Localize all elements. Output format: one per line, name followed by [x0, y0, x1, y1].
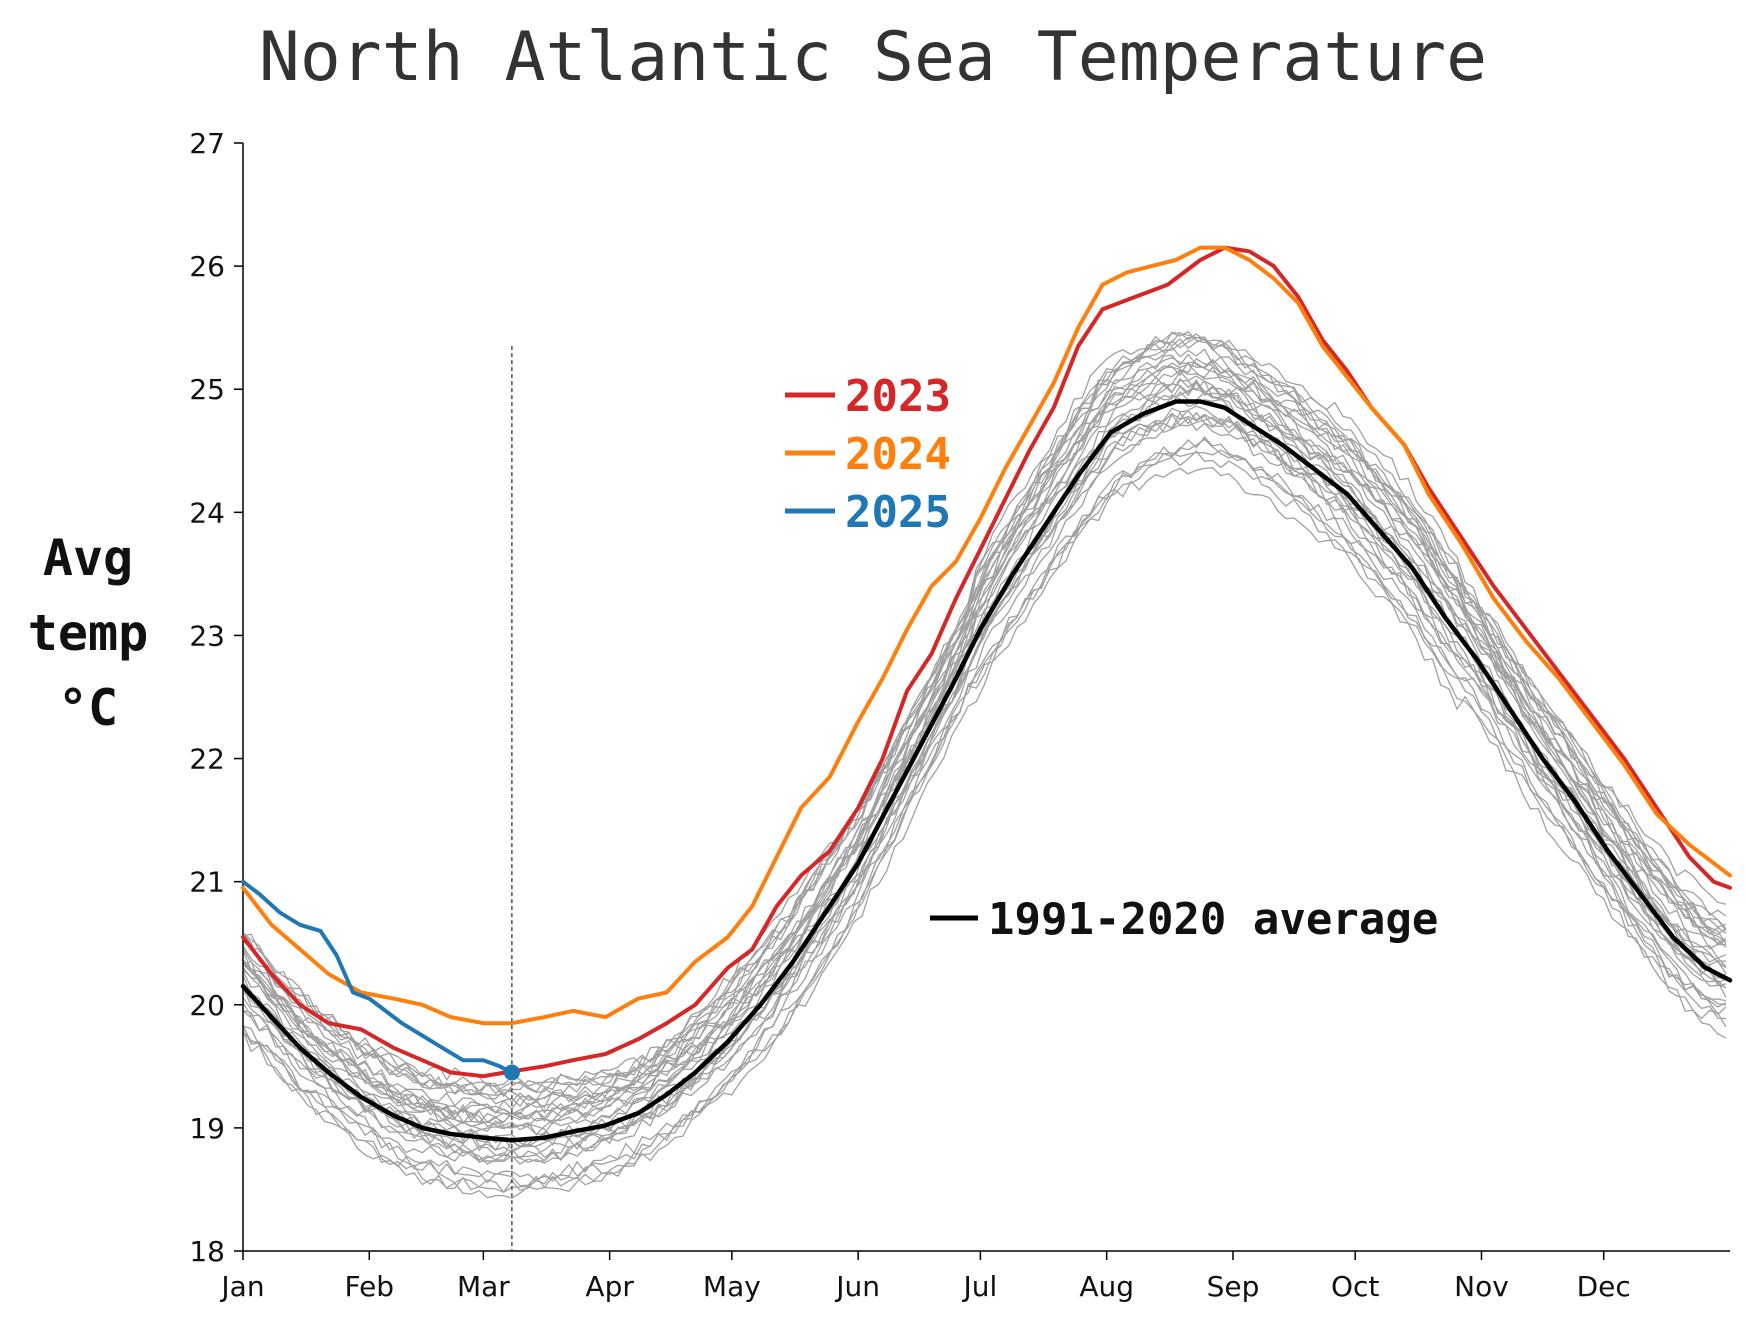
series-lines	[240, 245, 1733, 1143]
historical-year-line	[242, 407, 1727, 1148]
y-tick-label: 21	[189, 866, 225, 899]
x-tick-label: Oct	[1331, 1270, 1379, 1303]
y-tick-label: 27	[189, 127, 225, 160]
historical-year-line	[242, 467, 1727, 1199]
historical-year-line	[242, 346, 1727, 1095]
historical-year-line	[242, 405, 1727, 1164]
y-axis-label-line-3: °C	[58, 679, 118, 737]
chart-title: North Atlantic Sea Temperature	[259, 18, 1487, 97]
y-tick-label: 22	[189, 743, 225, 776]
historical-year-line	[242, 336, 1727, 1101]
y-tick-label: 18	[189, 1235, 225, 1268]
x-tick-label: Dec	[1577, 1270, 1631, 1303]
x-tick-label: Apr	[585, 1270, 634, 1303]
historical-year-line	[242, 365, 1727, 1115]
historical-year-line	[242, 436, 1727, 1189]
legend-label-2025: 2025	[845, 487, 951, 538]
x-tick-label: Feb	[345, 1270, 395, 1303]
historical-year-line	[242, 381, 1726, 1156]
x-tick-label: Jul	[961, 1270, 997, 1303]
series-2025-latest-point	[503, 1064, 520, 1081]
y-axis-label-line-2: temp	[28, 604, 148, 662]
historical-year-line	[242, 338, 1727, 1095]
series-line-2023	[241, 245, 1732, 1079]
historical-year-line	[242, 331, 1727, 1103]
axes: 18 19 20 21 22 23 24 25 26 27 Jan Feb Mar Apr May Jun Ju…	[189, 127, 1730, 1303]
historical-year-line	[242, 362, 1727, 1131]
x-tick-label: Aug	[1079, 1270, 1134, 1303]
historical-year-line	[242, 415, 1727, 1159]
historical-year-line	[242, 377, 1727, 1122]
x-tick-label: Jun	[834, 1270, 880, 1303]
legend-label-2024: 2024	[845, 429, 951, 480]
legend-label-2023: 2023	[845, 371, 951, 422]
y-axis-label-line-1: Avg	[43, 529, 133, 587]
historical-year-line	[242, 449, 1727, 1185]
series-line-1991-2020-average	[240, 399, 1733, 1143]
series-line-2025	[241, 879, 514, 1075]
x-tick-label: May	[703, 1270, 761, 1303]
x-tick-label: Mar	[457, 1270, 510, 1303]
y-tick-label: 19	[189, 1112, 225, 1145]
historical-year-line	[242, 361, 1727, 1124]
average-annotation-label: 1991-2020 average	[988, 894, 1438, 945]
historical-year-line	[242, 411, 1727, 1165]
y-tick-label: 24	[189, 496, 225, 529]
historical-year-line	[242, 356, 1727, 1125]
x-tick-label: Nov	[1454, 1270, 1509, 1303]
historical-year-line	[242, 357, 1726, 1121]
historical-year-line	[242, 390, 1727, 1147]
legend: 2023 2024 2025	[785, 371, 951, 538]
historical-years-lines	[242, 330, 1727, 1199]
historical-year-line	[242, 417, 1727, 1165]
series-line-2024	[241, 245, 1732, 1026]
y-tick-label: 26	[189, 250, 225, 283]
historical-year-line	[242, 413, 1726, 1164]
historical-year-line	[242, 331, 1727, 1093]
historical-year-line	[242, 450, 1726, 1194]
y-tick-label: 20	[189, 989, 225, 1022]
x-tick-label: Sep	[1207, 1270, 1260, 1303]
x-tick-label: Jan	[219, 1270, 264, 1303]
average-annotation: 1991-2020 average	[930, 894, 1438, 945]
historical-year-line	[242, 370, 1727, 1115]
y-tick-label: 25	[189, 373, 225, 406]
historical-year-line	[242, 438, 1727, 1193]
y-tick-label: 23	[189, 619, 225, 652]
y-axis-label: Avg temp °C	[28, 529, 148, 737]
historical-year-line	[242, 330, 1727, 1108]
